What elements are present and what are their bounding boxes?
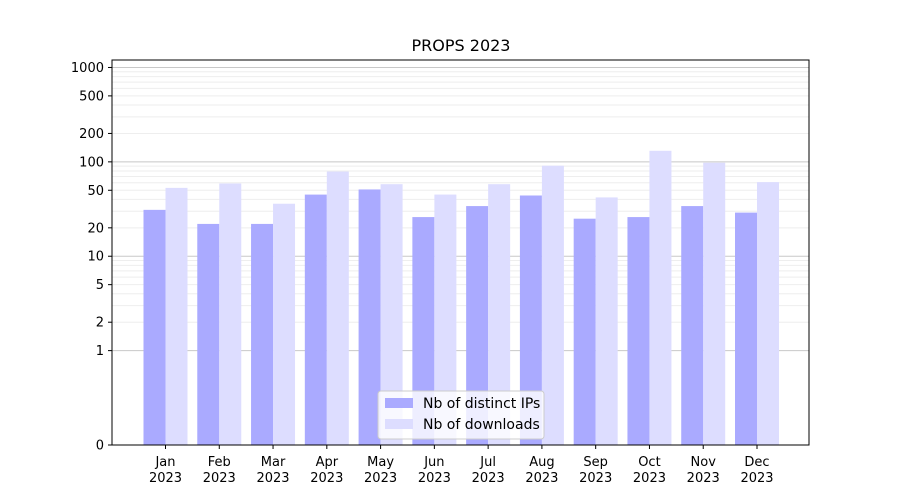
- bar-distinct-ips: [251, 223, 274, 445]
- bar-downloads: [380, 184, 403, 445]
- y-axis: 0 1 2 5 10 20 50 100 200 500 1000: [71, 61, 112, 454]
- x-tick-label-year: 2023: [579, 471, 612, 486]
- legend-label: Nb of distinct IPs: [423, 396, 540, 412]
- bars-layer: [143, 150, 779, 446]
- bar-distinct-ips: [735, 212, 757, 445]
- x-tick-label-year: 2023: [740, 471, 773, 486]
- bar-downloads: [649, 150, 672, 445]
- y-tick-label: 0: [96, 439, 104, 454]
- bar-downloads: [165, 187, 188, 446]
- y-tick-label: 5: [96, 278, 104, 293]
- x-tick-label-year: 2023: [203, 471, 236, 486]
- bar-distinct-ips: [197, 223, 220, 445]
- legend-swatch: [385, 398, 413, 408]
- x-tick-label-month: May: [367, 455, 394, 470]
- x-tick-label-year: 2023: [418, 471, 451, 486]
- x-tick-label-month: Aug: [529, 455, 554, 470]
- x-tick-label-month: Sep: [583, 455, 608, 470]
- bar-distinct-ips: [573, 218, 596, 445]
- bar-distinct-ips: [358, 189, 381, 445]
- x-tick-label-year: 2023: [472, 471, 505, 486]
- legend-swatch: [385, 419, 413, 429]
- legend-box: [377, 390, 545, 440]
- bar-distinct-ips: [681, 206, 704, 445]
- x-tick-label-month: Apr: [316, 455, 339, 470]
- y-tick-label: 20: [87, 221, 104, 236]
- x-tick-label-year: 2023: [525, 471, 558, 486]
- bar-downloads: [541, 165, 564, 445]
- x-tick-label-month: Feb: [208, 455, 231, 470]
- x-tick-label-year: 2023: [364, 471, 397, 486]
- x-tick-label-month: Oct: [638, 455, 660, 470]
- x-tick-label-year: 2023: [310, 471, 343, 486]
- legend-label: Nb of downloads: [423, 417, 540, 433]
- x-tick-label-year: 2023: [633, 471, 666, 486]
- bar-downloads: [434, 194, 457, 445]
- bar-downloads: [273, 203, 296, 445]
- x-tick-label-month: Mar: [261, 455, 286, 470]
- bar-distinct-ips: [627, 217, 650, 445]
- x-tick-label-month: Jun: [423, 455, 444, 470]
- y-tick-label: 500: [79, 89, 104, 104]
- bar-distinct-ips: [519, 195, 542, 445]
- bar-downloads: [488, 184, 511, 445]
- y-tick-label: 2: [96, 316, 104, 331]
- y-tick-label: 200: [79, 127, 104, 142]
- plot-frame: [111, 59, 810, 446]
- y-tick-label: 100: [79, 155, 104, 170]
- x-axis: Jan2023Feb2023Mar2023Apr2023May2023Jun20…: [149, 445, 774, 486]
- x-tick-label-month: Jan: [154, 455, 175, 470]
- x-tick-label-year: 2023: [149, 471, 182, 486]
- x-tick-label-month: Nov: [691, 455, 717, 470]
- y-tick-label: 1: [96, 344, 104, 359]
- bar-distinct-ips: [143, 209, 166, 445]
- legend: Nb of distinct IPs Nb of downloads: [377, 390, 545, 440]
- bar-distinct-ips: [412, 217, 435, 445]
- y-tick-label: 10: [87, 250, 104, 265]
- y-tick-label: 1000: [71, 61, 104, 76]
- chart-title: PROPS 2023: [412, 36, 511, 55]
- bar-downloads: [595, 197, 618, 445]
- bar-downloads: [219, 183, 242, 446]
- bar-downloads: [326, 171, 349, 445]
- x-tick-label-year: 2023: [256, 471, 289, 486]
- x-tick-label-month: Dec: [744, 455, 769, 470]
- x-tick-label-month: Jul: [479, 455, 496, 470]
- bar-distinct-ips: [304, 194, 327, 445]
- bar-downloads: [703, 162, 726, 445]
- bar-downloads: [757, 182, 779, 445]
- bar-distinct-ips: [466, 206, 489, 445]
- x-tick-label-year: 2023: [687, 471, 720, 486]
- y-tick-label: 50: [87, 184, 104, 199]
